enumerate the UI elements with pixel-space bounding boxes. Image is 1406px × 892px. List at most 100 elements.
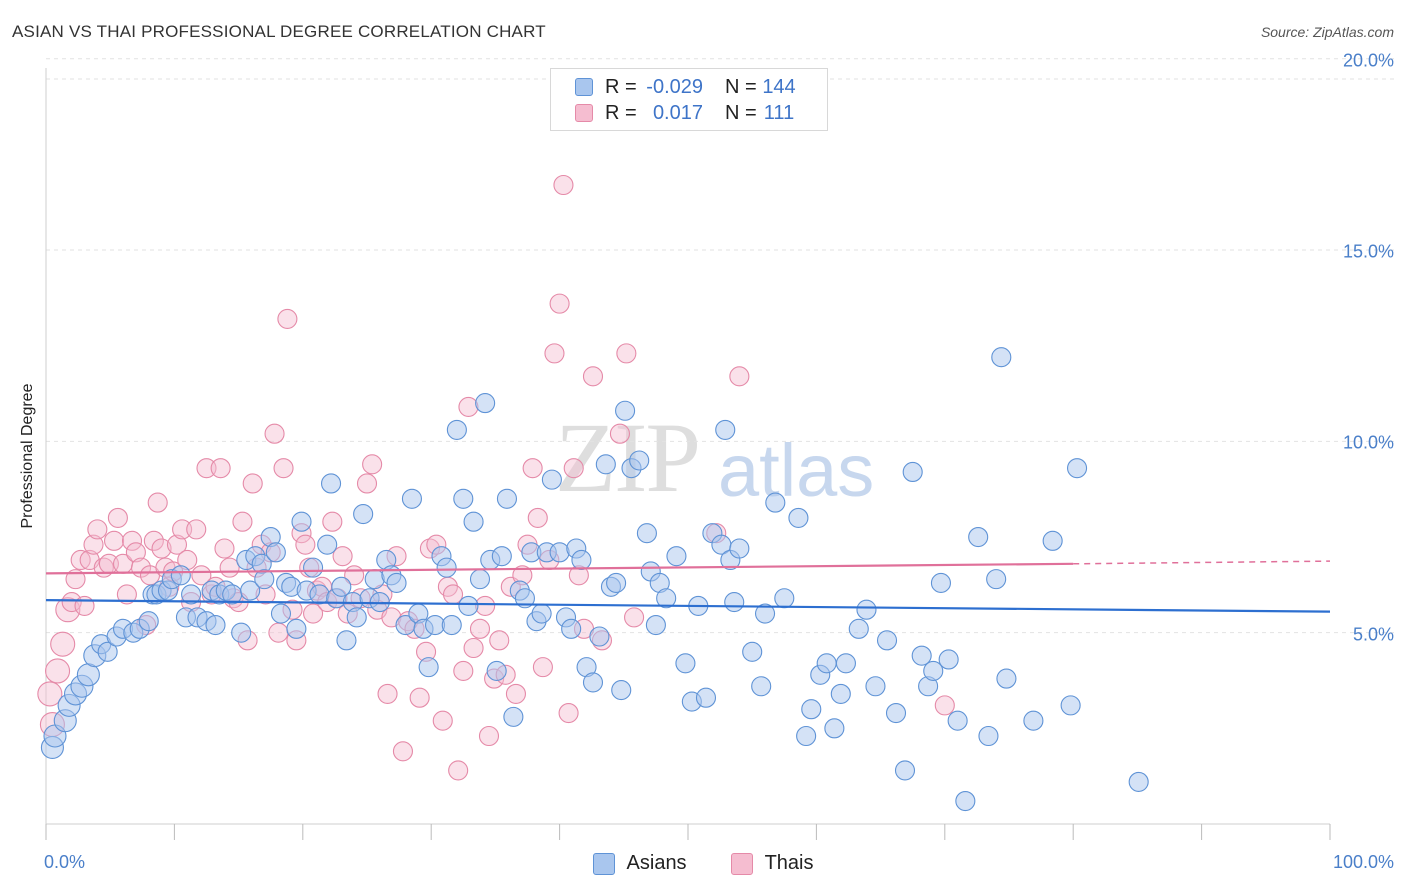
asian-point xyxy=(938,649,959,670)
legend-row-thais: R = 0.017 N = 111 xyxy=(575,100,799,126)
thai-point xyxy=(463,637,484,659)
asian-point xyxy=(541,469,562,490)
asian-point xyxy=(531,603,552,624)
asian-point xyxy=(788,507,809,528)
asian-point xyxy=(675,653,696,674)
asian-point xyxy=(353,504,374,525)
asian-point xyxy=(1128,771,1149,792)
asian-point xyxy=(986,569,1007,590)
thai-point xyxy=(458,396,479,417)
thai-point xyxy=(37,681,63,707)
n-label: N = xyxy=(725,101,757,124)
thai-point xyxy=(453,660,474,681)
asian-point xyxy=(595,454,616,475)
thai-point xyxy=(332,546,353,567)
thai-point xyxy=(582,366,604,387)
thai-point xyxy=(232,511,253,532)
asian-point xyxy=(835,653,856,674)
watermark-atlas: atlas xyxy=(718,429,875,512)
thai-point xyxy=(151,538,172,559)
thai-point xyxy=(505,683,526,704)
series-legend: Asians Thais xyxy=(0,852,1406,875)
asian-point xyxy=(666,546,687,567)
thai-point xyxy=(191,565,212,586)
asian-point xyxy=(991,347,1012,368)
asian-legend-swatch xyxy=(592,852,615,875)
asian-point xyxy=(270,603,292,624)
source-credit: Source: ZipAtlas.com xyxy=(1260,24,1394,40)
asian-point xyxy=(751,676,772,697)
x-tick-label-min: 0.0% xyxy=(44,852,86,872)
n-value: 111 xyxy=(763,101,795,124)
asian-point xyxy=(742,641,763,662)
legend-label-asians: Asians xyxy=(626,852,687,874)
thai-point xyxy=(522,458,543,479)
asian-point xyxy=(138,611,159,632)
asian-points xyxy=(40,347,1149,812)
thai-point xyxy=(45,658,71,684)
thai-point xyxy=(356,473,378,494)
thai-point xyxy=(616,343,637,364)
asian-point xyxy=(486,660,507,681)
asian-point xyxy=(1067,458,1088,479)
asian-point xyxy=(1042,530,1063,551)
thai-point xyxy=(196,458,217,479)
thai-point xyxy=(478,725,500,747)
asian-point xyxy=(629,450,650,471)
y-tick-label: 15.0% xyxy=(1342,241,1394,262)
asian-point xyxy=(503,706,524,727)
thai-point xyxy=(409,687,430,708)
asian-point xyxy=(446,419,467,440)
asian-point xyxy=(606,572,627,593)
asian-point xyxy=(346,607,367,628)
thai-point xyxy=(624,607,645,628)
thai-point xyxy=(172,519,193,540)
thai-point xyxy=(322,511,343,532)
thai-point xyxy=(432,710,453,731)
asian-point xyxy=(801,699,822,720)
thai-point xyxy=(210,458,231,479)
asian-point xyxy=(303,557,324,578)
asian-point xyxy=(291,511,312,532)
asian-point xyxy=(923,660,944,681)
thai-point xyxy=(469,618,491,639)
thai-point xyxy=(87,519,108,540)
thai-point xyxy=(544,343,565,364)
thai-point xyxy=(527,507,548,528)
thai-point xyxy=(303,603,324,624)
r-value: 0.017 xyxy=(652,101,703,124)
thai-point xyxy=(143,530,164,551)
asian-point xyxy=(611,680,632,701)
n-value: 144 xyxy=(762,75,796,98)
thai-point xyxy=(362,454,383,475)
asian-point xyxy=(824,718,845,739)
asian-point xyxy=(418,657,439,678)
asian-point xyxy=(309,584,330,605)
asian-point xyxy=(181,584,202,605)
legend-item-asians[interactable]: Asians xyxy=(592,852,687,875)
asian-point xyxy=(968,526,989,548)
asian-point xyxy=(729,538,750,559)
thai-point xyxy=(532,657,553,678)
asian-point xyxy=(636,523,657,544)
legend-item-thais[interactable]: Thais xyxy=(730,852,813,875)
thai-legend-swatch xyxy=(730,852,753,875)
thai-point xyxy=(448,760,469,781)
asian-point xyxy=(475,393,496,414)
asian-point xyxy=(436,557,457,578)
asian-point xyxy=(496,488,518,509)
thai-point xyxy=(107,507,128,528)
asian-point xyxy=(715,419,736,440)
thai-point xyxy=(65,569,86,590)
asian-point xyxy=(856,599,877,620)
asian-point xyxy=(170,565,191,586)
watermark-zip: ZIP xyxy=(555,402,701,513)
thai-point xyxy=(61,592,82,613)
thai-point xyxy=(558,702,579,724)
axes xyxy=(45,68,1331,840)
y-tick-label: 20.0% xyxy=(1342,50,1394,71)
asian-point xyxy=(724,592,745,613)
asian-point xyxy=(240,580,261,601)
asian-point xyxy=(491,546,512,567)
asian-point xyxy=(265,542,286,563)
